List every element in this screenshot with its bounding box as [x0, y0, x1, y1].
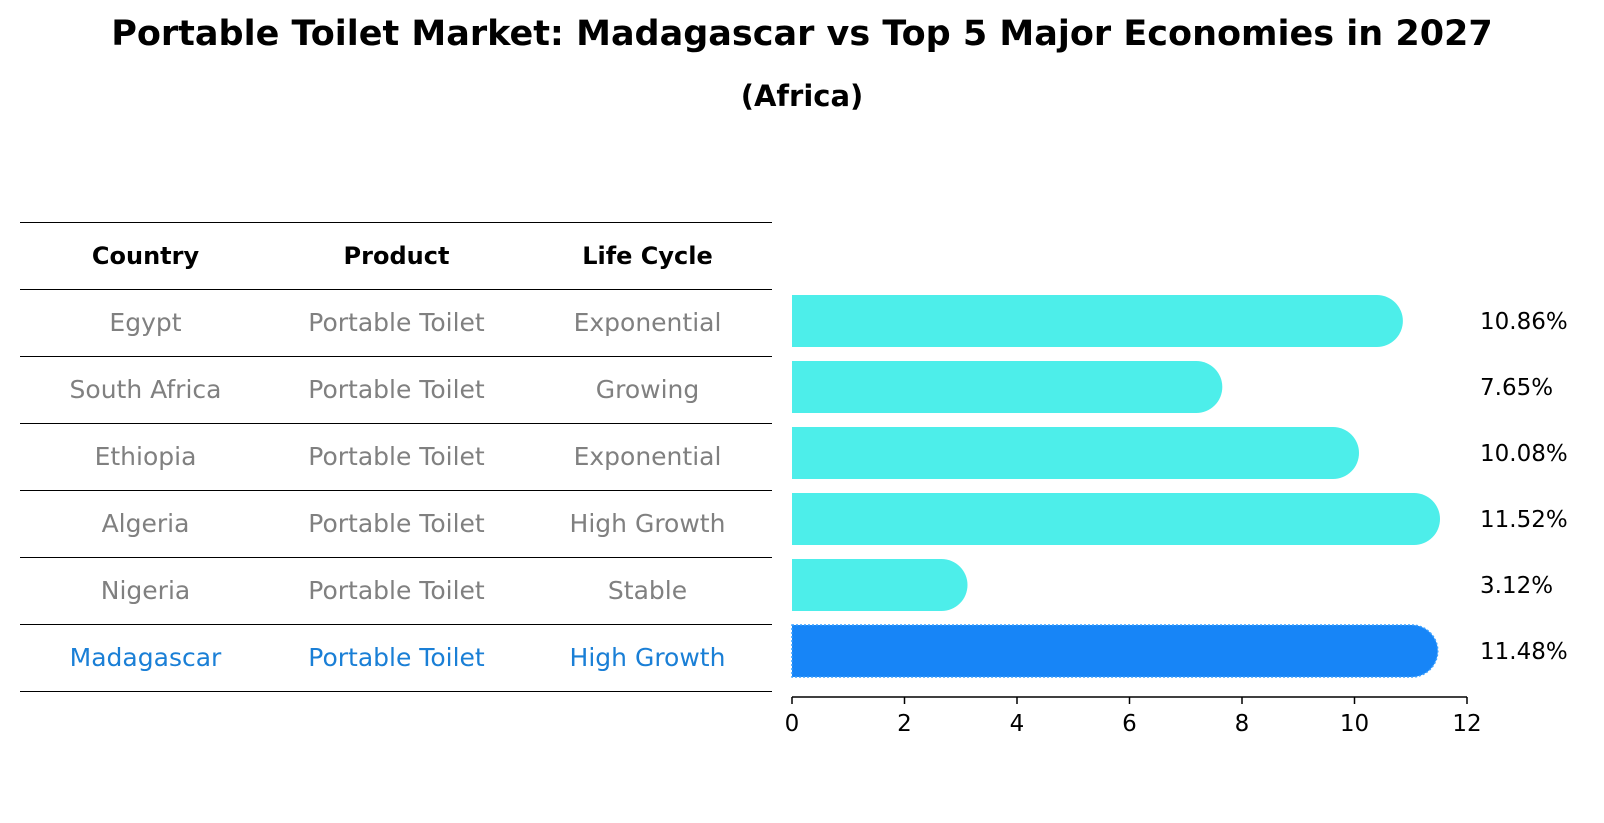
- value-label: 10.08%: [1480, 441, 1568, 467]
- value-label: 10.86%: [1480, 309, 1568, 335]
- x-tick-label: 4: [1010, 711, 1025, 737]
- data-table: Country Product Life Cycle Egypt Portabl…: [20, 222, 772, 692]
- bar: [792, 493, 1440, 545]
- table-header-row: Country Product Life Cycle: [20, 222, 772, 289]
- country-cell: Madagascar: [69, 643, 222, 672]
- product-cell: Portable Toilet: [308, 576, 485, 605]
- country-cell: South Africa: [69, 375, 222, 404]
- value-label: 11.48%: [1480, 639, 1568, 665]
- product-cell: Portable Toilet: [308, 643, 485, 672]
- bar: [792, 295, 1403, 347]
- bar: [792, 361, 1223, 413]
- bar: [792, 559, 968, 611]
- column-header-life-cycle: Life Cycle: [582, 242, 713, 270]
- country-cell: Egypt: [109, 308, 182, 337]
- chart-title: Portable Toilet Market: Madagascar vs To…: [111, 14, 1493, 54]
- product-cell: Portable Toilet: [308, 509, 485, 538]
- country-cell: Nigeria: [100, 576, 191, 605]
- country-cell: Ethiopia: [94, 442, 197, 471]
- table-row: Algeria Portable Toilet High Growth: [20, 490, 772, 557]
- life-cycle-cell: Stable: [607, 576, 688, 605]
- x-tick-label: 8: [1235, 711, 1250, 737]
- life-cycle-cell: Exponential: [573, 442, 722, 471]
- value-label: 11.52%: [1480, 507, 1568, 533]
- bar-highlight: [791, 624, 1439, 678]
- x-tick-label: 6: [1122, 711, 1137, 737]
- table-row: Ethiopia Portable Toilet Exponential: [20, 423, 772, 490]
- life-cycle-cell: Growing: [595, 375, 700, 404]
- value-label: 7.65%: [1480, 375, 1553, 401]
- product-cell: Portable Toilet: [308, 308, 485, 337]
- chart-subtitle: (Africa): [740, 79, 864, 113]
- life-cycle-cell: High Growth: [569, 643, 726, 672]
- table-row: Nigeria Portable Toilet Stable: [20, 557, 772, 624]
- life-cycle-cell: High Growth: [569, 509, 726, 538]
- value-label: 3.12%: [1480, 573, 1553, 599]
- table-row: Egypt Portable Toilet Exponential: [20, 289, 772, 356]
- life-cycle-cell: Exponential: [573, 308, 722, 337]
- product-cell: Portable Toilet: [308, 442, 485, 471]
- x-tick-label: 10: [1340, 711, 1369, 737]
- product-cell: Portable Toilet: [308, 375, 485, 404]
- bar: [792, 427, 1359, 479]
- x-tick-label: 0: [785, 711, 800, 737]
- table-row: South Africa Portable Toilet Growing: [20, 356, 772, 423]
- column-header-product: Product: [343, 242, 450, 270]
- country-cell: Algeria: [101, 509, 190, 538]
- column-header-country: Country: [91, 242, 200, 270]
- table-row-highlight: Madagascar Portable Toilet High Growth: [20, 624, 772, 692]
- x-tick-label: 12: [1452, 711, 1481, 737]
- x-tick-label: 2: [897, 711, 912, 737]
